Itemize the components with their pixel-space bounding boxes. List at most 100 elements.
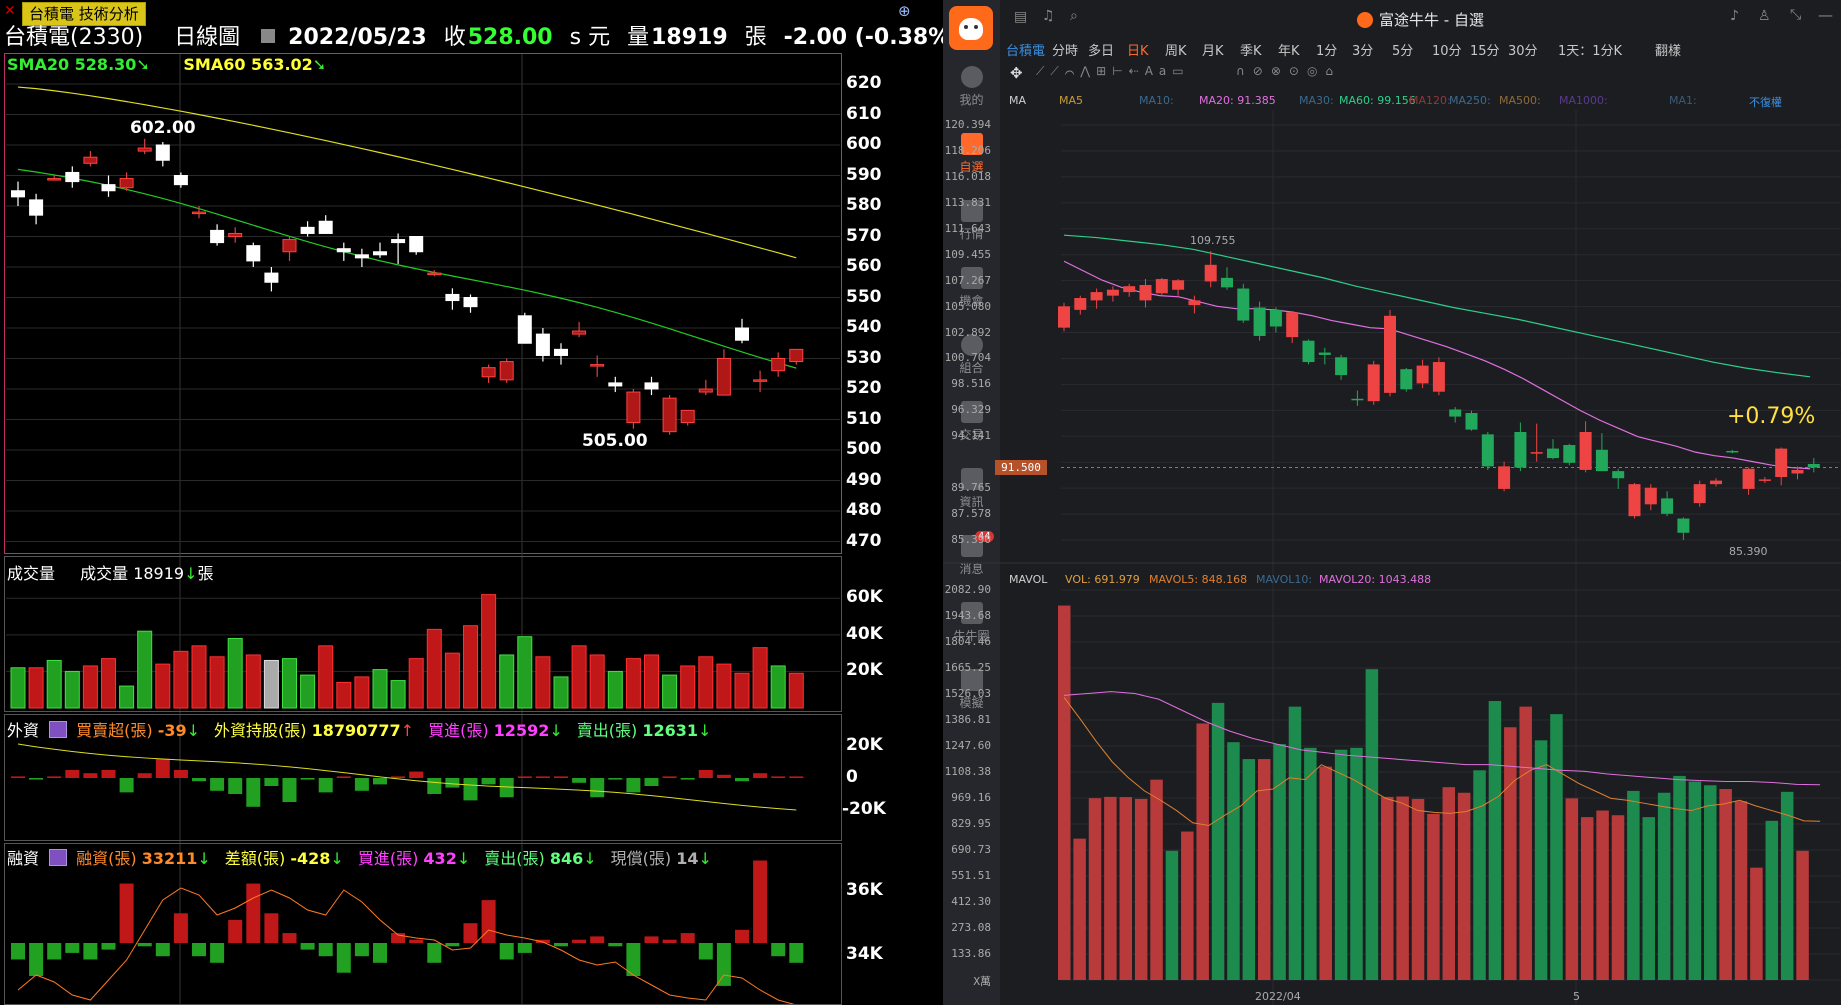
ma-legend-item[interactable]: MA5 (1059, 94, 1084, 107)
zoom-icon[interactable]: ⊕ (898, 2, 911, 20)
bell-icon[interactable]: ♫ (1042, 8, 1055, 24)
price-chart-pane[interactable] (4, 53, 842, 554)
sidebar-item[interactable]: 我的 (943, 66, 1000, 108)
candle-body (1775, 448, 1788, 478)
candle-body (1644, 487, 1657, 505)
period-tab[interactable]: 10分 (1432, 44, 1462, 59)
volume-bar (28, 667, 44, 709)
shirt-icon[interactable]: ♙ (1758, 8, 1771, 24)
ma-legend-item[interactable]: MA120: (1409, 94, 1451, 107)
ma-legend-item[interactable]: MA1000: (1559, 94, 1608, 107)
price-tick-label: 98.516 (951, 377, 991, 391)
dropdown-icon[interactable] (261, 29, 276, 43)
restore-icon[interactable]: ⤡ (1790, 7, 1802, 23)
period-tab[interactable]: 15分 (1470, 44, 1500, 59)
minimize-icon[interactable]: — (1818, 6, 1833, 24)
foreign-bar (698, 770, 713, 778)
foreign-bar (101, 770, 116, 778)
period-tab[interactable]: 台積電 (1006, 44, 1046, 59)
period-tab[interactable]: 1天：1分K (1558, 44, 1623, 59)
volume-tick-label: 1804.46 (944, 635, 991, 648)
volume-unit: 張 (744, 25, 767, 50)
candle-body (1286, 312, 1299, 338)
ma-legend-item[interactable]: MA30: (1299, 94, 1334, 107)
sidebar-item[interactable]: 自選 (943, 133, 1000, 175)
period-tab[interactable]: 1分 (1316, 44, 1338, 59)
foreign-bar (300, 778, 315, 780)
period-tab[interactable]: 多日 (1088, 44, 1115, 59)
margin-bar (499, 943, 514, 960)
volume-bar (1242, 759, 1256, 980)
foreign-legend-items: 買賣超(張) -39↓ 外資持股(張) 18790777↑ 買進(張) 12592↓… (76, 721, 725, 740)
list-icon[interactable] (49, 849, 68, 866)
foreign-bar (354, 778, 369, 791)
headset-icon[interactable]: ♪ (1730, 8, 1739, 24)
search-icon[interactable]: ⌕ (1070, 8, 1078, 24)
margin-bar (427, 943, 442, 963)
list-icon[interactable] (49, 721, 68, 738)
volume-legend-item[interactable]: MAVOL5: 848.168 (1149, 573, 1248, 586)
volume-legend-item[interactable]: MAVOL20: 1043.488 (1319, 573, 1432, 586)
volume-bar (1780, 791, 1794, 980)
candle-body (1612, 471, 1625, 479)
foreign-investor-pane[interactable] (4, 714, 842, 841)
volume-legend-item[interactable]: MAVOL (1009, 573, 1048, 586)
layout-icon[interactable]: ▤ (1014, 9, 1028, 25)
volume-bar (336, 681, 352, 709)
foreign-pane-title: 外資 (7, 721, 40, 740)
right-volume-bars (1058, 605, 1809, 980)
volume-pane[interactable] (4, 556, 842, 712)
drawing-tools-icons[interactable]: ⟋⟋⌒⋀⊞⊢⇠Aa▭ (1036, 64, 1190, 78)
volume-legend-item[interactable]: MAVOL10: (1256, 573, 1313, 586)
volume-legend-unit: 張 (197, 564, 214, 583)
right-ma-lines (1063, 234, 1811, 470)
sidebar-item[interactable]: 交易 (943, 401, 1000, 443)
sidebar-item[interactable]: 行情 (943, 200, 1000, 242)
sidebar-item-label: 自選 (959, 160, 984, 174)
foreign-bar (246, 778, 261, 807)
ma-legend-item[interactable]: MA20: 91.385 (1199, 94, 1276, 107)
move-icon[interactable]: ✥ (1010, 64, 1023, 82)
period-tab[interactable]: 5分 (1392, 44, 1414, 59)
sidebar-item[interactable]: 模擬 (943, 669, 1000, 711)
period-tab[interactable]: 3分 (1352, 44, 1374, 59)
price-tick-label: 490 (846, 469, 882, 490)
price-tick-label: 570 (846, 225, 882, 246)
ma-legend-item[interactable]: MA250: (1449, 94, 1491, 107)
ma-legend-item[interactable]: MA (1009, 94, 1027, 107)
volume-legend-item[interactable]: VOL: 691.979 (1065, 573, 1140, 586)
window-tab[interactable]: 台積電 技術分析 (22, 2, 146, 26)
portfolio-icon (960, 334, 983, 356)
period-tab[interactable]: 季K (1240, 44, 1262, 59)
period-label[interactable]: 日線圖 (174, 25, 241, 50)
period-tab[interactable]: 日K (1127, 44, 1149, 59)
ma-legend-item[interactable]: MA500: (1499, 94, 1541, 107)
sidebar-item[interactable]: 消息 44 (943, 531, 1000, 577)
period-tab[interactable]: 月K (1202, 44, 1224, 59)
close-icon[interactable]: ✕ (4, 3, 16, 19)
price-tick-label: 590 (846, 164, 882, 185)
candle-body (137, 147, 152, 152)
period-tab[interactable]: 周K (1165, 44, 1187, 59)
ma-legend-item[interactable]: 不復權 (1749, 96, 1782, 109)
ma-legend-item[interactable]: MA60: 99.156 (1339, 94, 1416, 107)
sidebar-item[interactable]: 組合 (943, 334, 1000, 376)
right-low-label: 85.390 (1729, 545, 1768, 558)
volume-bar (589, 654, 605, 709)
volume-label: 量 (627, 25, 650, 50)
candle-body (1432, 362, 1445, 392)
sidebar-item[interactable]: 牛牛圈 (943, 602, 1000, 644)
period-tab[interactable]: 分時 (1052, 44, 1079, 59)
mavol20-line (1063, 691, 1821, 786)
magnet-icons[interactable]: ∩⊘⊗⊙◎⌂ (1236, 64, 1342, 78)
sidebar-item[interactable]: 資訊 (943, 468, 1000, 510)
left-sma-lines (17, 86, 797, 369)
ma-legend-item[interactable]: MA1: (1669, 94, 1697, 107)
ma-legend-item[interactable]: MA10: (1139, 94, 1174, 107)
period-tab[interactable]: 年K (1278, 44, 1300, 59)
price-tick-label: 94.141 (951, 429, 991, 443)
sidebar-item[interactable]: 機會 (943, 267, 1000, 309)
price-tick-label: 96.329 (951, 403, 991, 417)
period-tab[interactable]: 30分 (1508, 44, 1538, 59)
period-tab[interactable]: 翻樣 (1655, 44, 1682, 59)
